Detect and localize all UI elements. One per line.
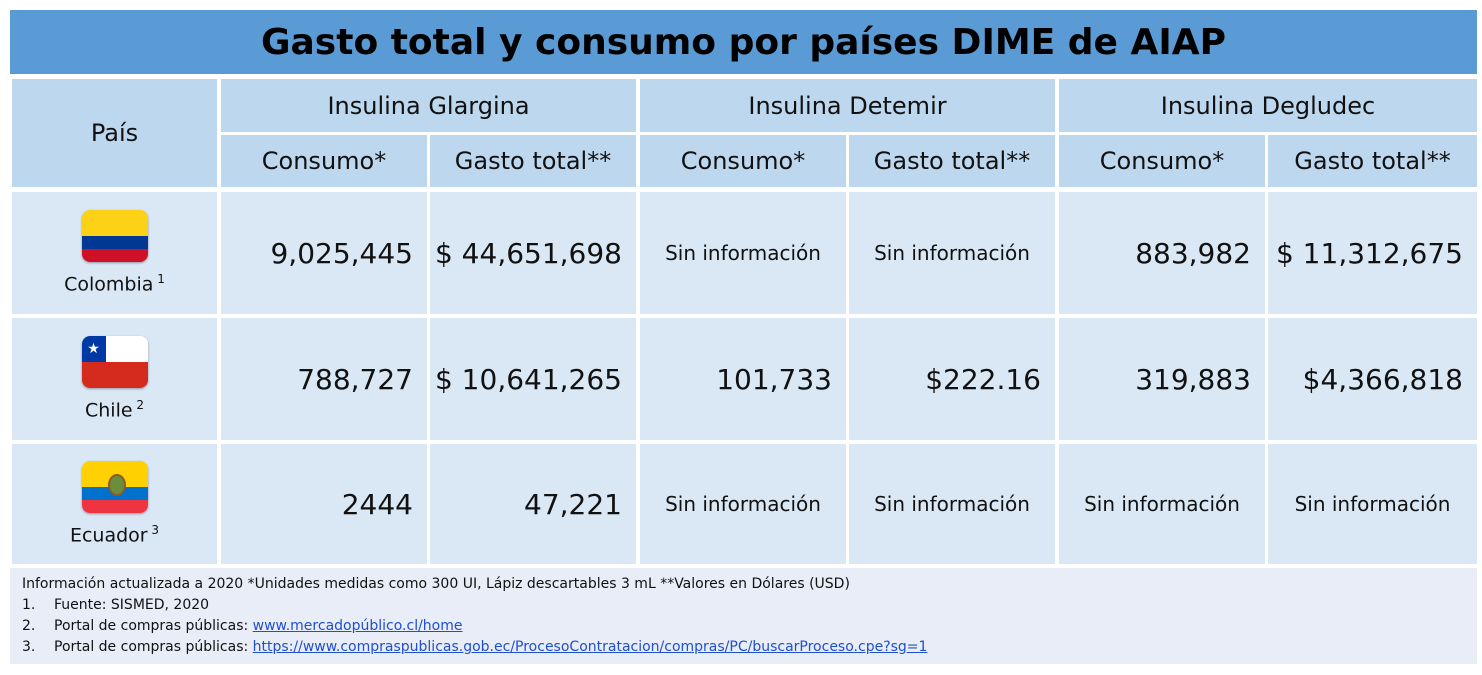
cell-value: $ 11,312,675 [1268,192,1477,314]
country-name: Colombia 1 [64,272,165,296]
footnote-1: 1. Fuente: SISMED, 2020 [22,597,210,613]
cell-value: 47,221 [430,444,636,564]
footnote-info: Información actualizada a 2020 *Unidades… [22,576,850,592]
link-mercadopublico[interactable]: www.mercadopúblico.cl/home [252,618,463,634]
chile-flag-icon: ★ [81,336,148,389]
cell-value: 788,727 [221,318,427,440]
country-cell-colombia: Colombia 1 [12,192,217,314]
header-country: País [12,79,217,187]
header-consumo: Consumo* [640,135,846,187]
header-group-detemir: Insulina Detemir [640,79,1055,132]
cell-value: $ 44,651,698 [430,192,636,314]
cell-value: 9,025,445 [221,192,427,314]
country-cell-chile: ★ Chile 2 [12,318,217,440]
country-name: Chile 2 [85,398,144,422]
cell-value: 101,733 [640,318,846,440]
header-gasto: Gasto total** [430,135,636,187]
footnote-2: 2. Portal de compras públicas: www.mercad… [22,618,463,634]
cell-value: 319,883 [1059,318,1265,440]
header-group-glargina: Insulina Glargina [221,79,636,132]
colombia-flag-icon [81,210,148,263]
cell-value: Sin información [849,192,1055,314]
header-group-degludec: Insulina Degludec [1059,79,1477,132]
cell-value: $4,366,818 [1268,318,1477,440]
country-name: Ecuador 3 [69,523,160,547]
cell-value: 883,982 [1059,192,1265,314]
cell-value: $ 10,641,265 [430,318,636,440]
link-compraspublicas[interactable]: https://www.compraspublicas.gob.ec/Proce… [252,639,928,655]
header-gasto: Gasto total** [1268,135,1477,187]
cell-value: Sin información [849,444,1055,564]
cell-value: $222.16 [849,318,1055,440]
header-gasto: Gasto total** [849,135,1055,187]
footnotes: Información actualizada a 2020 *Unidades… [10,568,1477,664]
ecuador-flag-icon [81,461,148,514]
header-consumo: Consumo* [1059,135,1265,187]
country-cell-ecuador: Ecuador 3 [12,444,217,564]
page-title: Gasto total y consumo por países DIME de… [10,10,1477,74]
cell-value: Sin información [640,444,846,564]
cell-value: Sin información [1268,444,1477,564]
cell-value: 2444 [221,444,427,564]
header-consumo: Consumo* [221,135,427,187]
cell-value: Sin información [640,192,846,314]
footnote-3: 3. Portal de compras públicas: https://ww… [22,639,928,655]
cell-value: Sin información [1059,444,1265,564]
